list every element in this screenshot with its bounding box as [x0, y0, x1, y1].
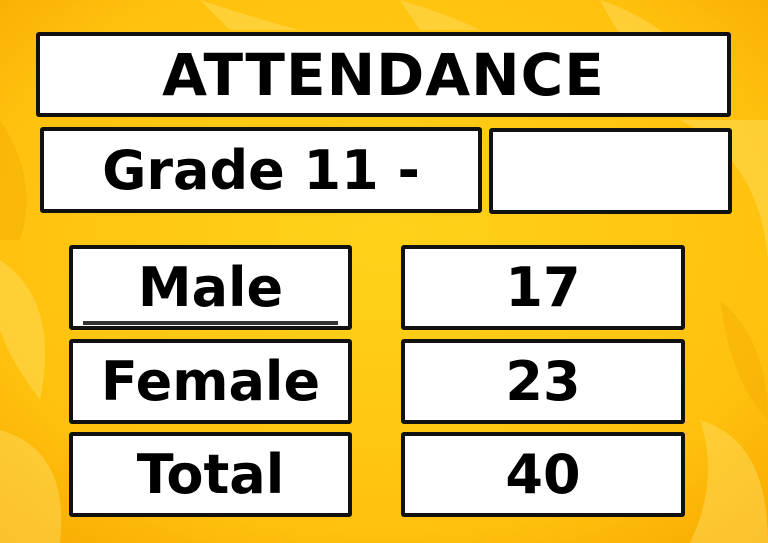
- underline: [83, 321, 338, 325]
- title: ATTENDANCE: [36, 32, 731, 117]
- row-label: Total: [69, 432, 352, 517]
- row-value: 40: [401, 432, 685, 517]
- row-label: Male: [69, 245, 352, 330]
- row-label: Female: [69, 339, 352, 424]
- grade-label: Grade 11 -: [40, 127, 482, 213]
- row-value: 17: [401, 245, 685, 330]
- row-value: 23: [401, 339, 685, 424]
- section-box: [489, 128, 732, 214]
